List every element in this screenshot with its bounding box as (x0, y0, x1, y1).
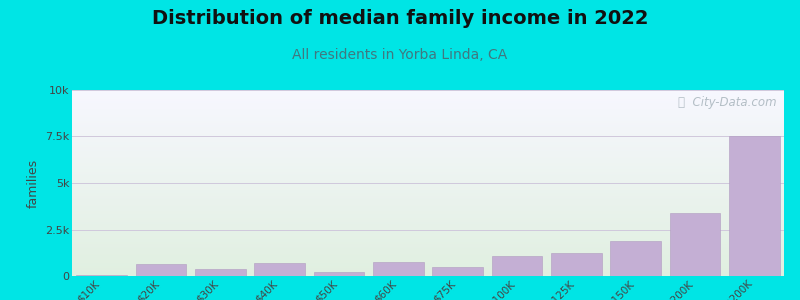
Bar (314, 272, 364, 276)
Bar (195, 269, 246, 276)
Bar (254, 263, 305, 276)
Text: Distribution of median family income in 2022: Distribution of median family income in … (152, 9, 648, 28)
Bar (729, 136, 779, 276)
Bar (77, 275, 127, 276)
Bar (610, 241, 661, 276)
Text: ⓘ  City-Data.com: ⓘ City-Data.com (678, 96, 777, 109)
Y-axis label: families: families (26, 158, 39, 208)
Text: All residents in Yorba Linda, CA: All residents in Yorba Linda, CA (292, 48, 508, 62)
Bar (492, 256, 542, 276)
Bar (433, 267, 483, 276)
Bar (670, 213, 720, 276)
Bar (551, 253, 602, 276)
Bar (373, 262, 423, 276)
Bar (136, 264, 186, 276)
